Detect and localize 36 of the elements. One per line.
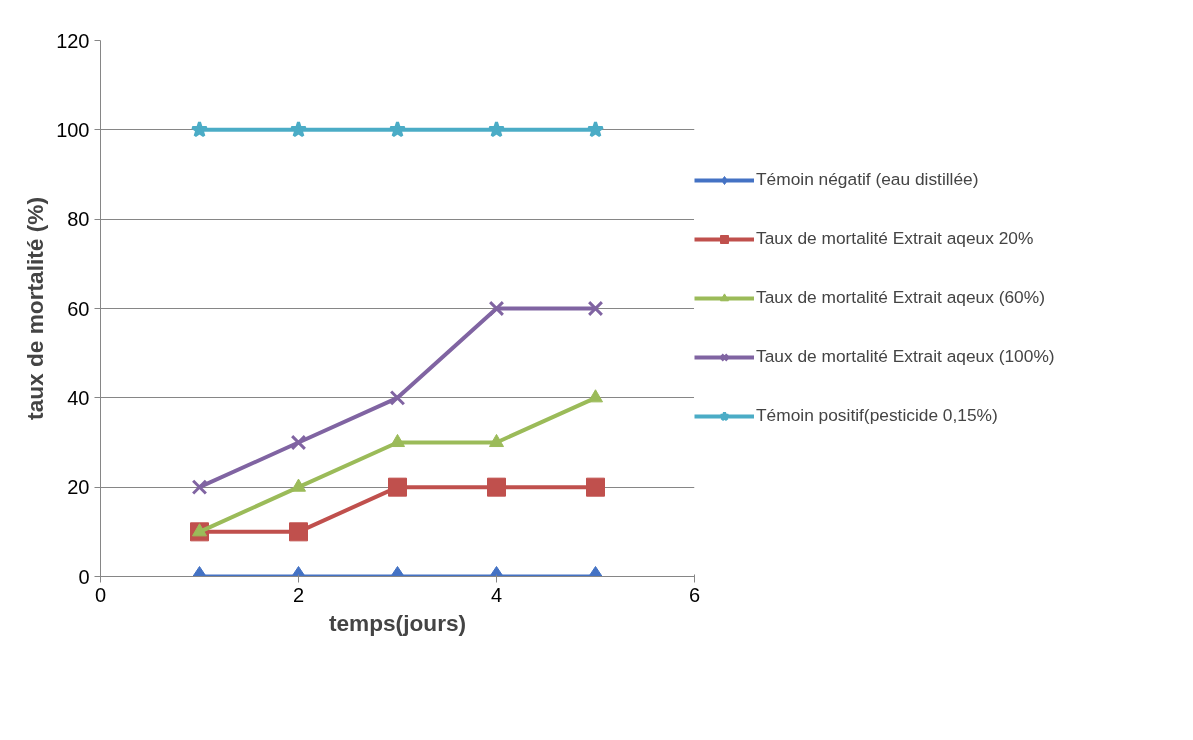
point [586, 120, 605, 138]
y-tick-label: 120 [56, 29, 90, 52]
y-axis-title: taux de mortalité (%) [22, 197, 49, 420]
legend-label: Témoin négatif (eau distillée) [756, 169, 979, 190]
point [190, 120, 209, 138]
point [489, 433, 504, 448]
x-tick-label: 4 [490, 583, 503, 606]
point [389, 389, 406, 406]
x-axis-title: temps(jours) [328, 609, 467, 636]
x-tick-label: 2 [292, 583, 305, 606]
legend-label: Témoin positif(pesticide 0,15%) [756, 405, 998, 426]
point [388, 120, 407, 138]
point [388, 477, 407, 497]
y-tick-label: 100 [56, 118, 90, 141]
point [289, 120, 308, 138]
y-tick-label: 20 [67, 476, 90, 499]
legend-label: Taux de mortalité Extrait aqeux (100%) [756, 346, 1055, 367]
point [587, 300, 604, 317]
y-tick-label: 0 [78, 565, 90, 588]
y-tick-label: 60 [67, 297, 90, 320]
point [191, 479, 208, 496]
point [586, 477, 605, 497]
y-tick-label: 40 [67, 386, 90, 409]
point [390, 433, 405, 448]
x-tick-label: 6 [688, 583, 701, 606]
point [488, 300, 505, 317]
x-tick-label: 0 [94, 583, 107, 606]
legend-label: Taux de mortalité Extrait aqeux (60%) [756, 287, 1045, 308]
y-tick-label: 80 [67, 208, 90, 231]
point [291, 478, 306, 492]
point [588, 389, 603, 403]
point [290, 434, 307, 451]
point [487, 477, 506, 497]
point [487, 120, 506, 138]
point [289, 522, 308, 542]
legend-label: Taux de mortalité Extrait aqeux 20% [756, 228, 1034, 249]
